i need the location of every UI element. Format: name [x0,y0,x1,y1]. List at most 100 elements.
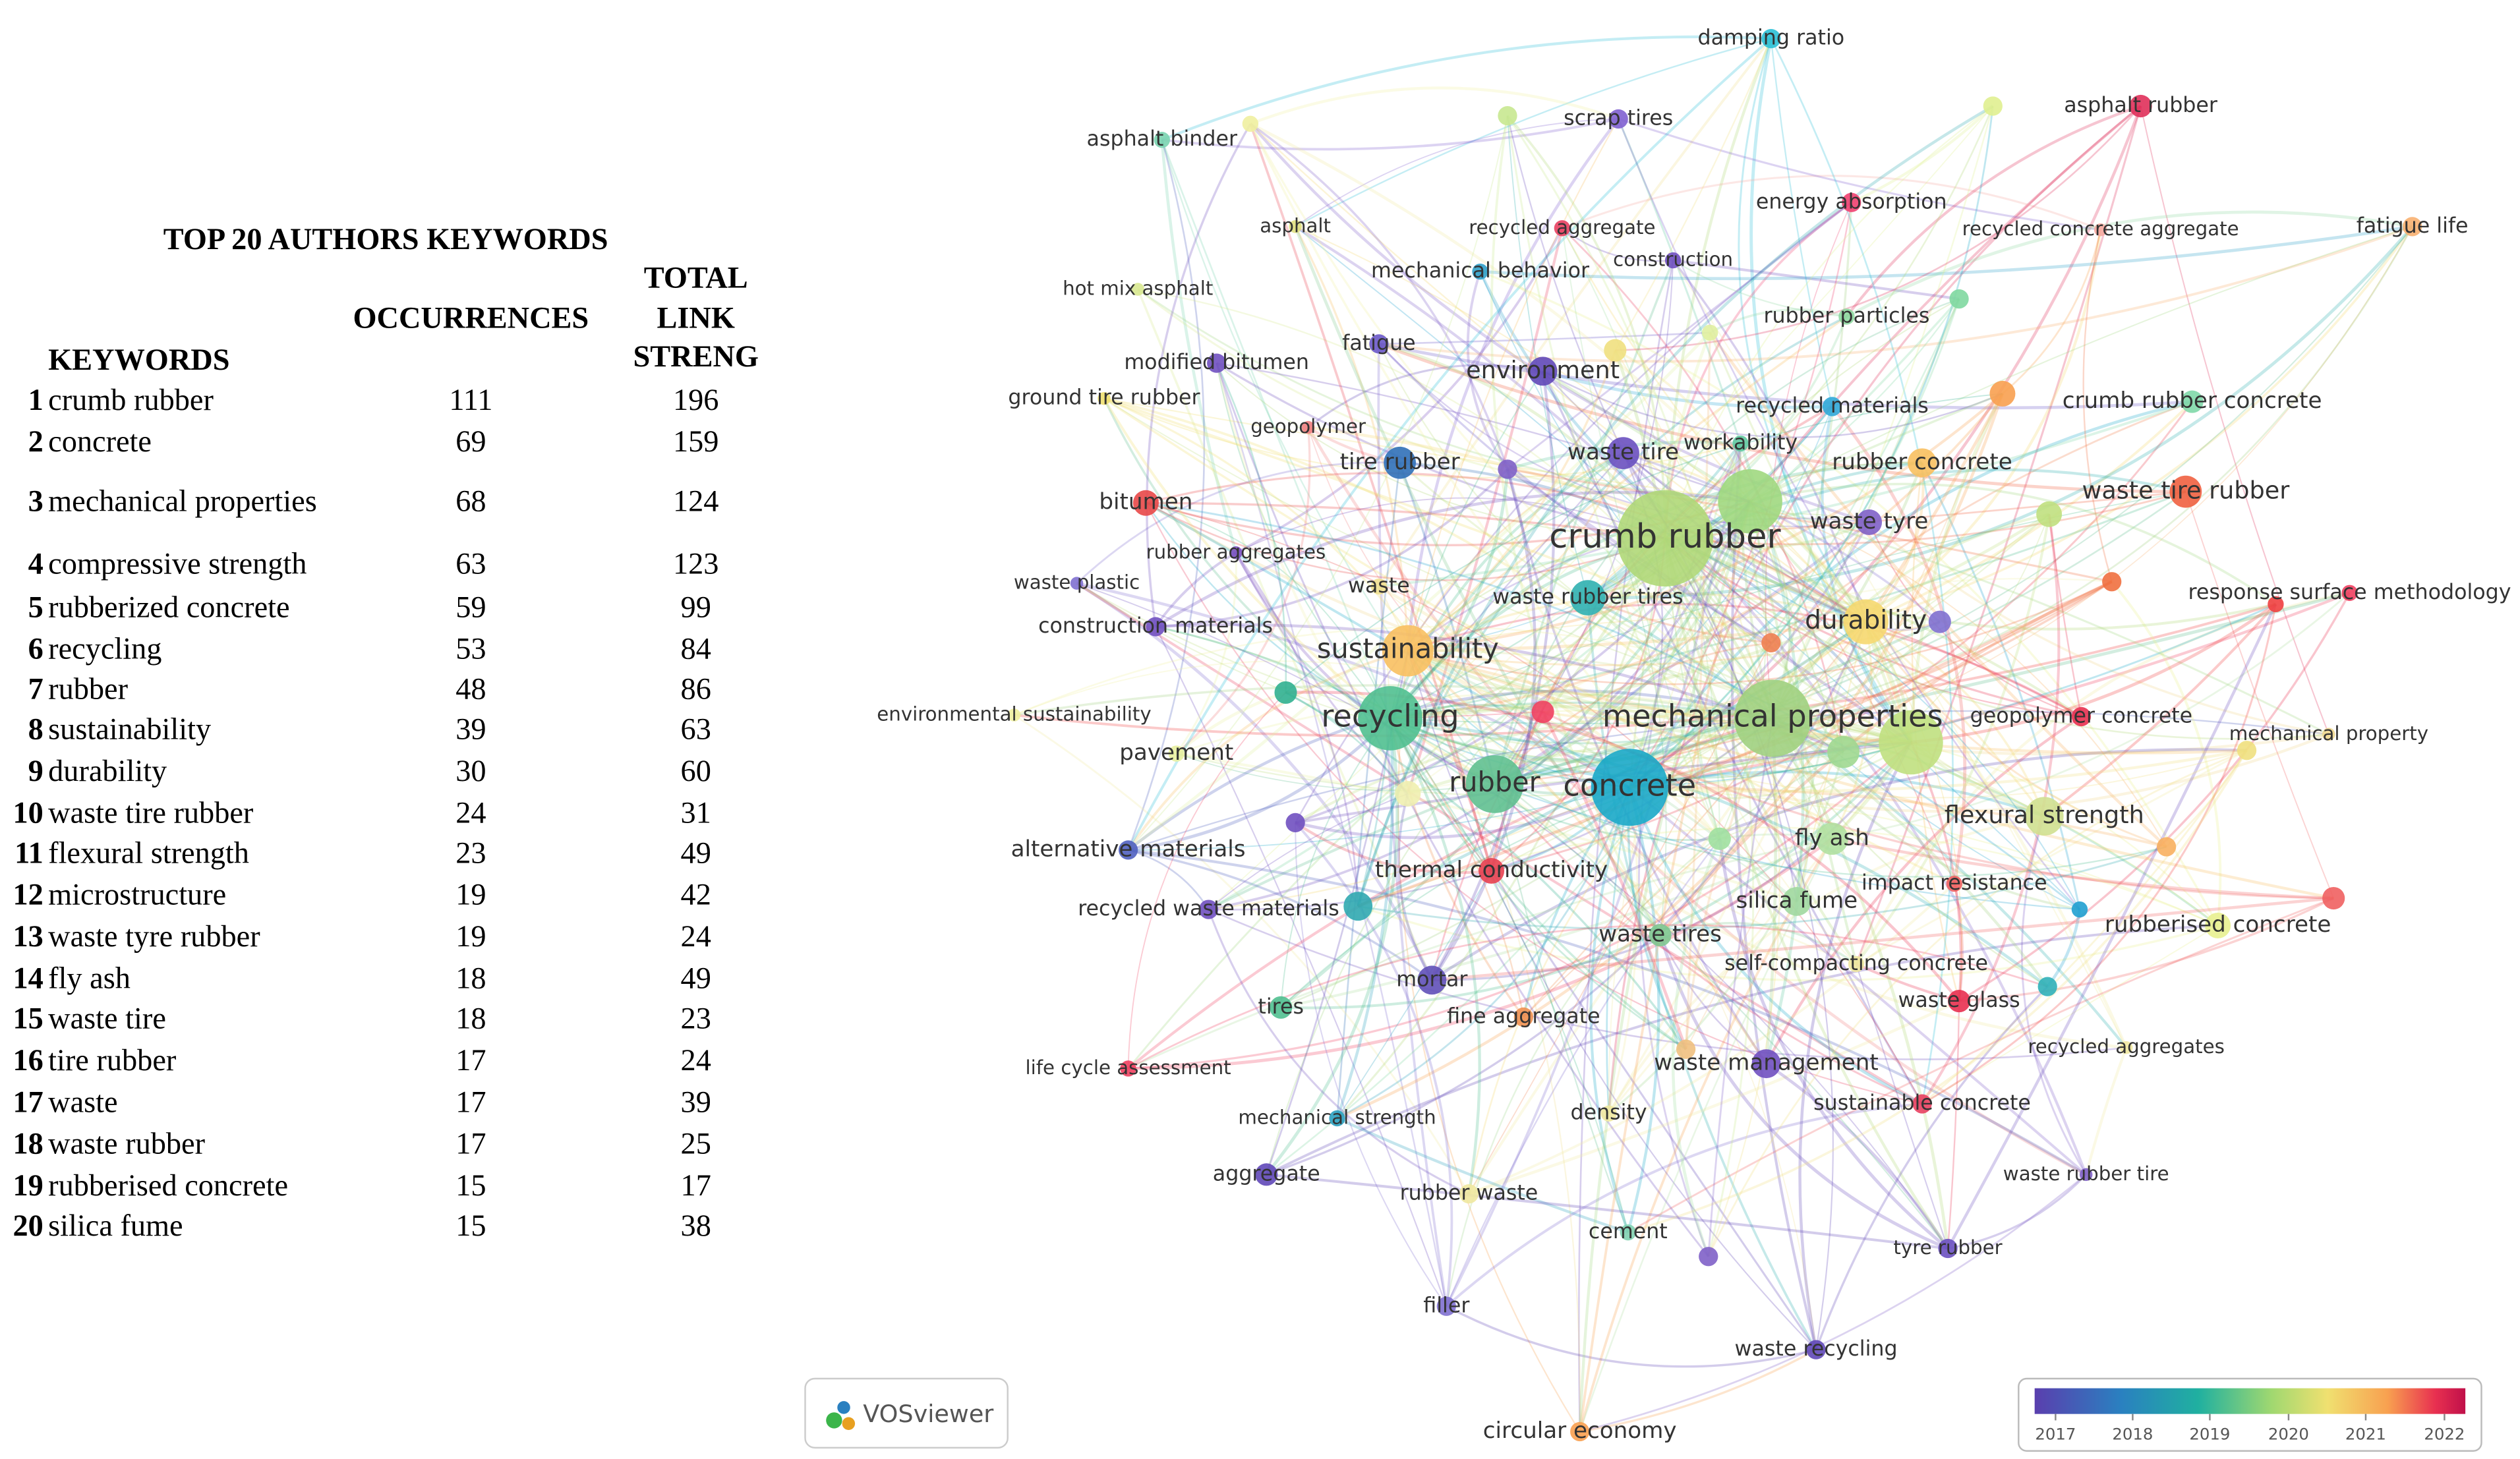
edge [1390,538,1666,720]
node [1983,96,2003,116]
edge [1770,38,1954,1104]
edge [1208,782,1496,911]
node [1301,420,1315,434]
edge [1921,462,2081,910]
edge [1336,393,2005,1120]
node-label: modified bitumen [1124,351,1309,374]
edge [1378,400,2193,588]
node-label: density [1570,1101,1647,1125]
edge [1127,38,1773,851]
edge [1921,604,2277,1105]
edge [1014,660,1543,716]
edge [1014,602,2276,737]
node [2036,501,2063,527]
edge [1606,787,1631,1114]
node [1370,578,1388,595]
edge [1295,38,1772,227]
edge [1494,784,1629,1233]
edge [1103,397,1833,840]
node [1120,1060,1136,1077]
edge [1730,443,1818,1350]
edge [1407,452,1624,652]
edge [1738,38,1867,623]
keyword: rubberized concrete [48,590,289,624]
occurrences: 18 [455,1002,486,1035]
edge [1739,443,1805,1064]
edge [1749,38,1912,743]
edge [1407,650,1817,1350]
edge [1506,115,1721,840]
node-label: waste plastic [1014,571,1140,594]
edge [1608,621,1867,1114]
edge [1468,642,1772,1195]
edge [1671,838,1721,1257]
node-label: damping ratio [1697,26,1844,50]
edge [1407,577,2112,795]
edge [1494,521,1870,786]
edge [1175,427,1311,755]
edge [1578,501,1751,1432]
edge [1294,822,1453,1307]
edge [1280,837,1833,1009]
edge [1561,227,1867,623]
edge [1208,500,1751,911]
node [1842,192,1861,212]
edge [1856,963,1949,1249]
node-label: filler [1423,1294,1470,1317]
edge [1128,837,1833,1070]
edge [1336,538,1666,1120]
node-label: environmental sustainability [877,703,1151,726]
edge [1128,849,1210,910]
node [1938,1238,1958,1259]
node [1417,965,1447,995]
edge [1146,502,1923,1104]
edge [1578,501,1752,1432]
edge [1855,591,2350,965]
node-label: recycled concrete aggregate [1962,217,2239,240]
edge [1629,591,2351,789]
node [2237,741,2257,760]
edge [1285,691,1409,795]
node [2156,837,2177,857]
header: KEYWORDS [48,343,229,377]
edge [1216,362,1665,539]
occurrences: 53 [455,633,486,666]
edge [1145,502,1666,581]
link-strength: 60 [681,755,711,788]
edge [1407,603,2082,718]
edge [1432,896,2334,982]
rank: 6 [28,633,44,666]
edge [1479,271,2080,910]
edge [1161,139,1496,785]
node [1198,900,1219,919]
edge [1494,501,1752,786]
link-strength: 49 [681,836,711,870]
edge [1407,649,2334,900]
node-label: waste management [1654,1050,1878,1076]
rank: 1 [28,384,44,417]
node [1732,435,1749,452]
occurrences: 18 [455,962,486,996]
edge [1627,749,2248,1234]
edge [1279,500,1751,1009]
link-strength: 123 [673,548,718,581]
node [1395,781,1421,807]
keyword: fly ash [48,962,131,996]
edge [1389,718,1687,1050]
node-label: fine aggregate [1447,1004,1600,1028]
node [1289,220,1302,233]
node [1664,252,1682,269]
nodes [1007,28,2422,1442]
edge [2048,514,2082,717]
edge [1664,538,2082,718]
edge [1771,717,2080,911]
logo-box [804,1377,1009,1449]
edge [1406,227,1564,795]
edge [1285,691,1687,1050]
edge [1868,521,2330,736]
edge [1407,592,1867,652]
edge [1622,452,1867,623]
edge [1397,650,1581,1433]
edge [1479,271,1867,623]
